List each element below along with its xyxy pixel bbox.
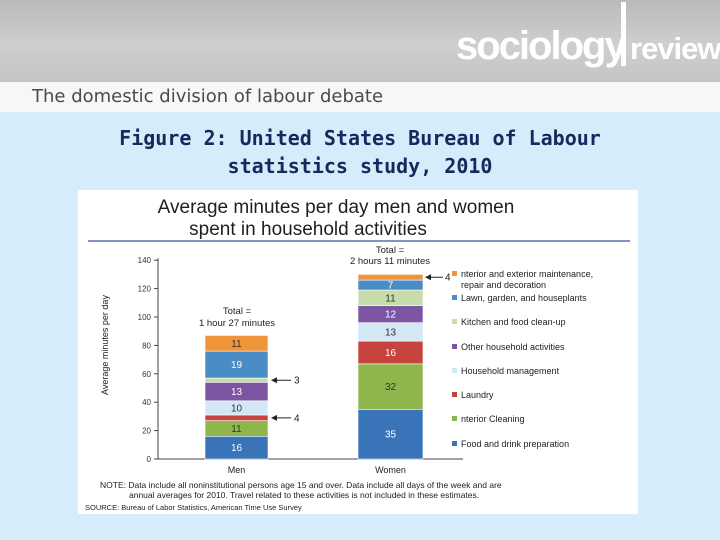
legend-label: repair and decoration [461,280,546,290]
legend-label: Lawn, garden, and houseplants [461,293,587,303]
bar-value-label: 11 [231,339,242,350]
legend-swatch [452,319,457,324]
y-tick-label: 60 [142,370,151,379]
stacked-bar-chart: Average minutes per day men and womenspe… [85,197,630,512]
legend-label: Other household activities [461,342,565,352]
x-category-label: Men [228,465,246,475]
bar-segment-men-3 [204,414,269,421]
figure-title-line1: Figure 2: United States Bureau of Labour [119,126,601,150]
y-tick-label: 120 [138,285,152,294]
bar-segment-men-7 [204,350,269,379]
chart-note-line1: NOTE: Data include all noninstitutional … [100,480,502,490]
callout-label: 3 [294,376,300,387]
legend-label: Laundry [461,390,494,400]
callout-label: 4 [445,273,451,284]
bar-value-label: 10 [231,403,243,414]
bar-value-label: 13 [231,387,243,398]
callout-arrowhead [425,274,431,281]
y-tick-label: 40 [142,398,151,407]
legend-label: nterior and exterior maintenance, [461,269,593,279]
bar-segment-women-8 [357,274,424,281]
legend-label: Kitchen and food clean-up [461,317,566,327]
y-tick-label: 0 [147,455,152,464]
figure-title: Figure 2: United States Bureau of Labour… [40,124,680,180]
chart-title-line1: Average minutes per day men and women [158,197,515,218]
bar-segment-men-6 [204,377,269,383]
brand-word-review: review [630,31,720,66]
subtitle-band [0,82,720,112]
legend-swatch [452,392,457,397]
total-women-line1: Total = [376,245,405,256]
y-tick-label: 80 [142,341,151,350]
legend-label: Household management [461,366,560,376]
bar-value-label: 19 [231,360,243,371]
bar-value-label: 7 [388,281,394,292]
legend-swatch [452,368,457,373]
bar-value-label: 12 [385,310,397,321]
bar-value-label: 16 [385,348,397,359]
x-category-label: Women [375,465,406,475]
y-tick-label: 140 [138,256,152,265]
callout-arrowhead [271,377,277,384]
chart-title-line2: spent in household activities [189,219,427,240]
callout-arrowhead [271,414,277,421]
y-tick-label: 100 [138,313,152,322]
slide-subtitle: The domestic division of labour debate [32,86,384,107]
chart-note-line2: annual averages for 2010. Travel related… [129,490,479,500]
bar-segment-women-1 [357,409,424,460]
total-women-line2: 2 hours 11 minutes [350,256,430,267]
legend-swatch [452,344,457,349]
brand-word-sociology: sociology [456,24,627,68]
legend-label: Food and drink preparation [461,439,569,449]
total-men-line1: Total = [223,306,252,317]
bar-value-label: 11 [231,424,242,435]
header-band [0,0,720,82]
chart-panel: Average minutes per day men and women spe… [78,190,638,514]
chart-source: SOURCE: Bureau of Labor Statistics, Amer… [85,503,302,512]
bar-value-label: 32 [385,382,397,393]
bar-segment-men-8 [204,335,269,352]
legend-swatch [452,416,457,421]
legend-swatch [452,441,457,446]
bar-value-label: 13 [385,327,397,338]
legend-label: nterior Cleaning [461,414,525,424]
bar-value-label: 16 [231,443,243,454]
legend-swatch [452,271,457,276]
brand-logo: sociology review [456,2,720,74]
callout-label: 4 [294,413,300,424]
y-tick-label: 20 [142,427,151,436]
total-men-line2: 1 hour 27 minutes [199,318,275,329]
bar-value-label: 11 [385,293,396,304]
bar-value-label: 35 [385,430,397,441]
brand-divider [621,2,626,66]
bar-segment-women-2 [357,363,424,410]
y-axis-title: Average minutes per day [100,295,110,395]
figure-title-line2: statistics study, 2010 [227,154,493,178]
legend-swatch [452,295,457,300]
